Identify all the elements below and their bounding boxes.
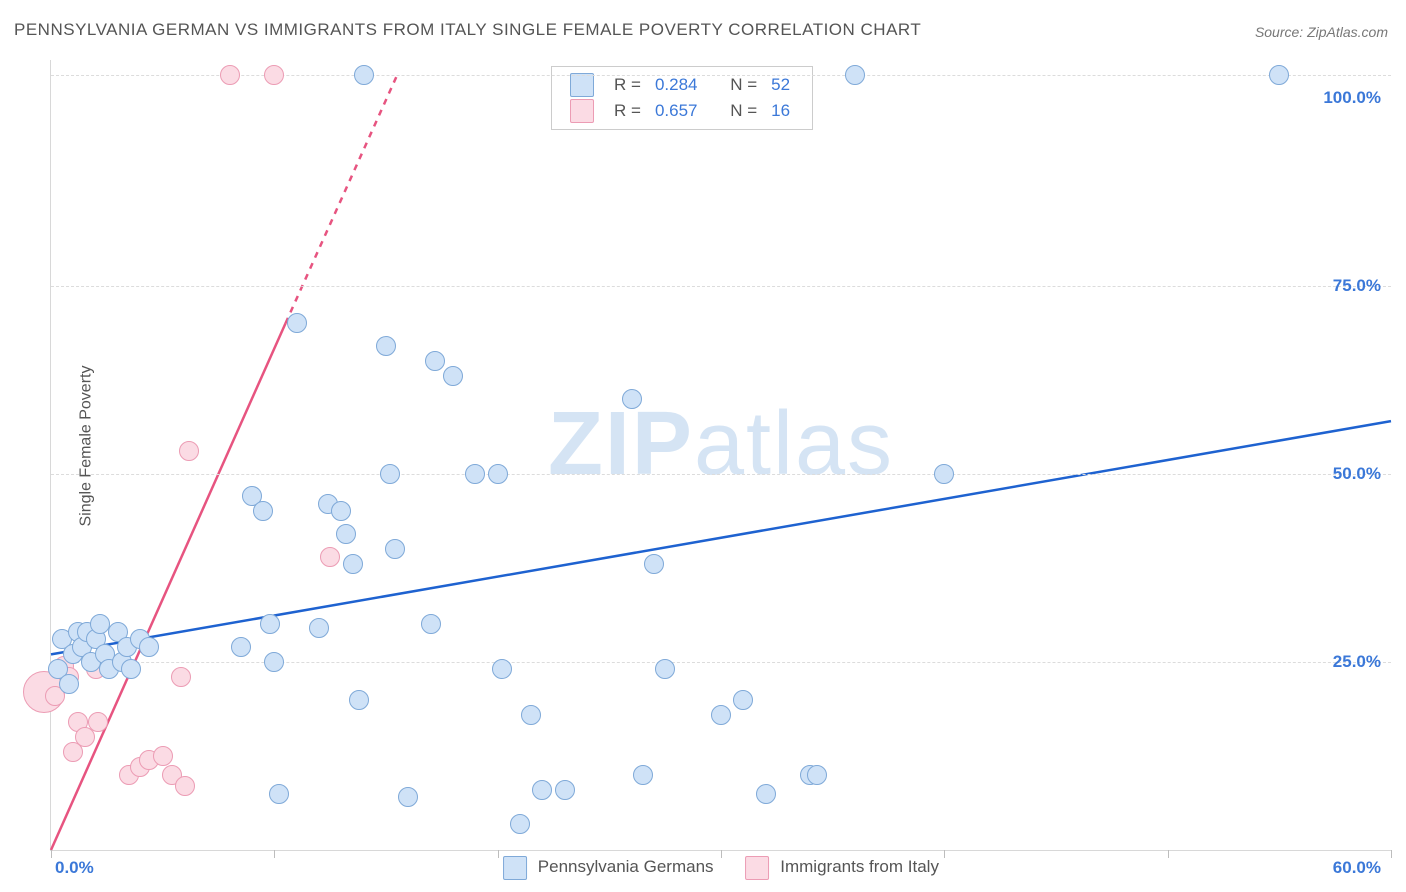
- data-point: [644, 554, 664, 574]
- data-point: [171, 667, 191, 687]
- data-point: [287, 313, 307, 333]
- data-point: [309, 618, 329, 638]
- data-point: [521, 705, 541, 725]
- data-point: [264, 652, 284, 672]
- chart-title: PENNSYLVANIA GERMAN VS IMMIGRANTS FROM I…: [14, 20, 921, 40]
- data-point: [443, 366, 463, 386]
- data-point: [385, 539, 405, 559]
- x-tick: [721, 850, 722, 858]
- legend-swatch: [570, 99, 594, 123]
- x-tick: [1168, 850, 1169, 858]
- data-point: [139, 637, 159, 657]
- gridline: [51, 75, 1391, 76]
- legend-table: R =0.284 N =52R =0.657 N =16: [562, 71, 798, 125]
- series-legend-item: Pennsylvania Germans: [503, 857, 713, 876]
- source-prefix: Source:: [1255, 24, 1307, 40]
- data-point: [633, 765, 653, 785]
- data-point: [179, 441, 199, 461]
- trend-lines-layer: [51, 60, 1391, 850]
- data-point: [260, 614, 280, 634]
- x-axis-start-label: 0.0%: [55, 858, 94, 878]
- data-point: [88, 712, 108, 732]
- data-point: [655, 659, 675, 679]
- data-point: [175, 776, 195, 796]
- data-point: [121, 659, 141, 679]
- gridline: [51, 286, 1391, 287]
- y-tick-label: 100.0%: [1323, 88, 1381, 108]
- data-point: [376, 336, 396, 356]
- legend-swatch: [503, 856, 527, 880]
- data-point: [354, 65, 374, 85]
- x-tick: [944, 850, 945, 858]
- data-point: [845, 65, 865, 85]
- source-name: ZipAtlas.com: [1307, 24, 1388, 40]
- data-point: [555, 780, 575, 800]
- data-point: [380, 464, 400, 484]
- data-point: [398, 787, 418, 807]
- data-point: [488, 464, 508, 484]
- data-point: [934, 464, 954, 484]
- gridline: [51, 662, 1391, 663]
- trend-line: [51, 421, 1391, 654]
- y-tick-label: 75.0%: [1333, 276, 1381, 296]
- data-point: [492, 659, 512, 679]
- legend-swatch: [570, 73, 594, 97]
- y-tick-label: 25.0%: [1333, 652, 1381, 672]
- data-point: [231, 637, 251, 657]
- data-point: [756, 784, 776, 804]
- legend-row: R =0.284 N =52: [564, 73, 796, 97]
- data-point: [425, 351, 445, 371]
- data-point: [269, 784, 289, 804]
- x-axis-end-label: 60.0%: [1333, 858, 1381, 878]
- data-point: [253, 501, 273, 521]
- x-tick: [498, 850, 499, 858]
- series-legend: Pennsylvania Germans Immigrants from Ita…: [487, 856, 955, 880]
- data-point: [1269, 65, 1289, 85]
- data-point: [532, 780, 552, 800]
- data-point: [336, 524, 356, 544]
- x-tick: [51, 850, 52, 858]
- data-point: [59, 674, 79, 694]
- data-point: [711, 705, 731, 725]
- scatter-plot-area: ZIPatlas R =0.284 N =52R =0.657 N =16 0.…: [50, 60, 1391, 851]
- legend-row: R =0.657 N =16: [564, 99, 796, 123]
- series-legend-item: Immigrants from Italy: [746, 857, 939, 876]
- source-attribution: Source: ZipAtlas.com: [1255, 24, 1388, 40]
- data-point: [465, 464, 485, 484]
- data-point: [320, 547, 340, 567]
- y-tick-label: 50.0%: [1333, 464, 1381, 484]
- data-point: [421, 614, 441, 634]
- data-point: [264, 65, 284, 85]
- x-tick: [1391, 850, 1392, 858]
- data-point: [510, 814, 530, 834]
- data-point: [331, 501, 351, 521]
- data-point: [153, 746, 173, 766]
- data-point: [349, 690, 369, 710]
- gridline: [51, 474, 1391, 475]
- data-point: [622, 389, 642, 409]
- x-tick: [274, 850, 275, 858]
- data-point: [343, 554, 363, 574]
- legend-swatch: [746, 856, 770, 880]
- data-point: [220, 65, 240, 85]
- data-point: [807, 765, 827, 785]
- data-point: [733, 690, 753, 710]
